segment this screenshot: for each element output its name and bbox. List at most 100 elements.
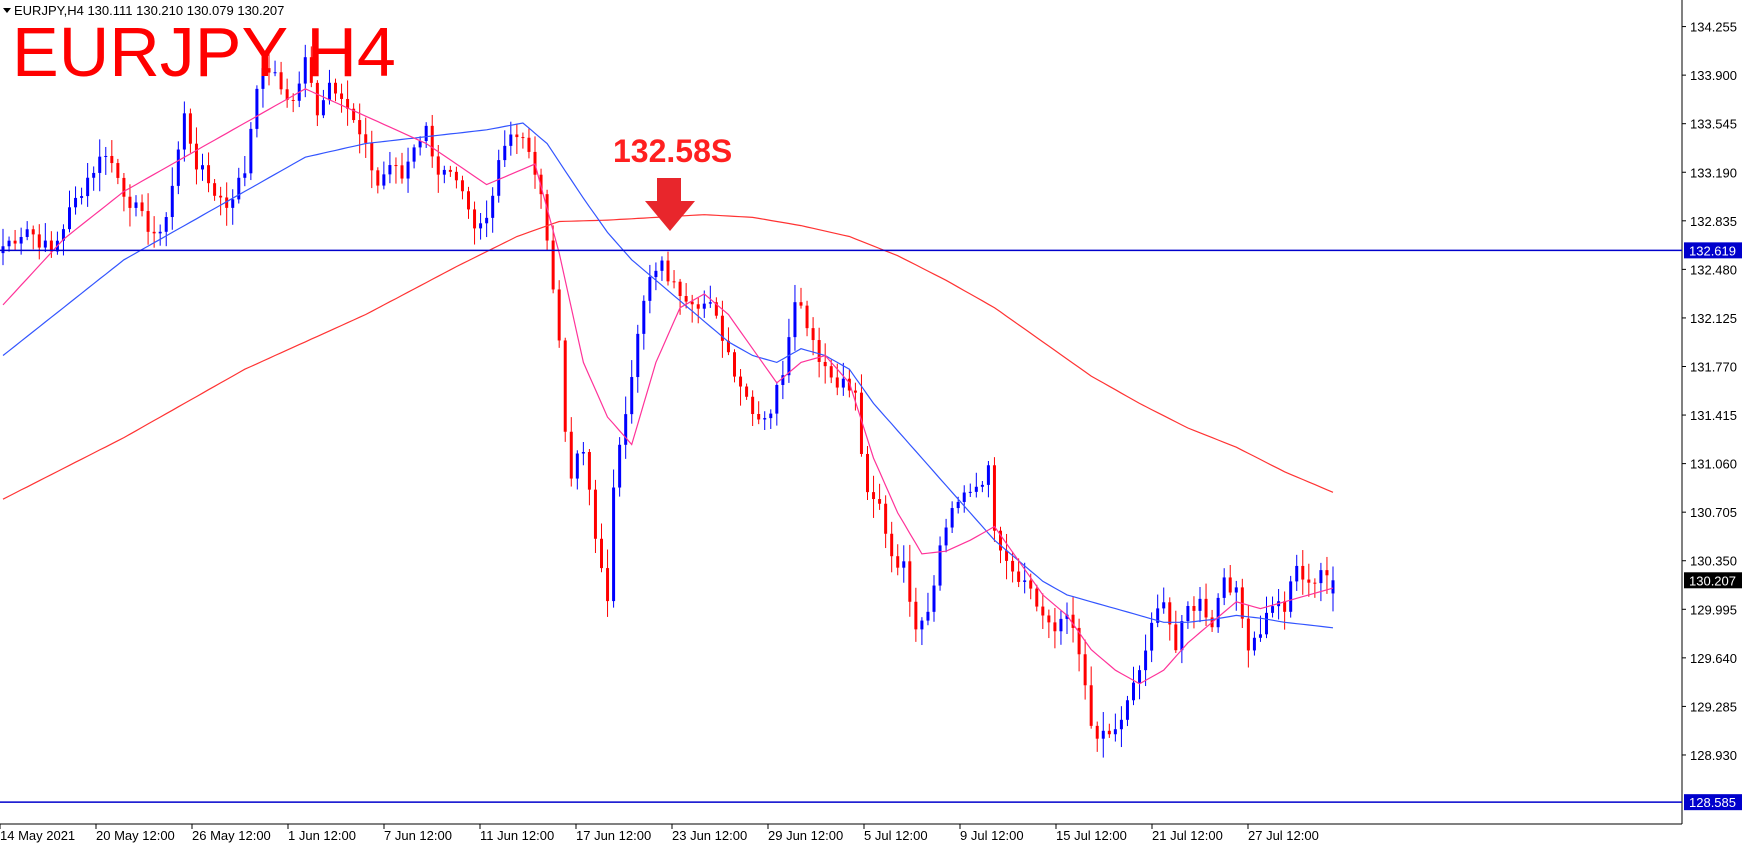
candle xyxy=(533,136,537,189)
candle xyxy=(636,324,640,393)
candle xyxy=(291,93,295,113)
candle xyxy=(460,175,464,200)
x-tick-label: 20 May 12:00 xyxy=(96,828,175,843)
candle xyxy=(1180,614,1184,664)
candle xyxy=(479,213,483,240)
candle xyxy=(1089,666,1093,729)
candle xyxy=(412,144,416,169)
candle xyxy=(1222,568,1226,606)
candle xyxy=(1319,562,1323,602)
candle xyxy=(454,166,458,189)
x-tick-label: 26 May 12:00 xyxy=(192,828,271,843)
candle xyxy=(612,469,616,608)
candle xyxy=(817,327,821,378)
candle xyxy=(1011,551,1015,583)
candle xyxy=(388,151,392,184)
collapse-triangle-icon[interactable] xyxy=(3,8,11,13)
horizontal-levels: 132.619 128.585 xyxy=(0,242,1742,811)
candle xyxy=(1325,556,1329,594)
candle xyxy=(575,450,579,490)
candle xyxy=(1059,610,1063,645)
candle xyxy=(13,229,17,251)
candle xyxy=(660,256,664,281)
candle xyxy=(1271,596,1275,618)
candle xyxy=(878,483,882,510)
candle xyxy=(920,617,924,646)
level-tag xyxy=(1684,242,1742,259)
candle xyxy=(1174,610,1178,653)
candle xyxy=(872,475,876,518)
candle xyxy=(733,349,736,383)
candle xyxy=(690,294,694,323)
candle xyxy=(666,251,670,286)
candle xyxy=(321,89,325,119)
candle xyxy=(1071,597,1075,643)
candle xyxy=(866,446,869,501)
candle xyxy=(80,187,84,205)
candles-layer xyxy=(1,44,1335,758)
candle xyxy=(503,130,507,168)
y-tick-label: 129.285 xyxy=(1690,699,1737,714)
candle xyxy=(394,157,398,184)
candle xyxy=(714,297,718,319)
candle xyxy=(569,417,573,487)
candle xyxy=(509,121,513,156)
candle xyxy=(201,153,204,181)
candle xyxy=(618,437,622,497)
candle xyxy=(521,132,525,149)
current-price-tag: 130.207 xyxy=(1684,572,1742,589)
candle xyxy=(188,108,192,153)
candle xyxy=(400,152,404,184)
candle xyxy=(1234,580,1238,611)
candle xyxy=(7,236,11,252)
candle xyxy=(1125,695,1129,727)
candle xyxy=(37,224,41,260)
candle xyxy=(1017,558,1021,588)
candle xyxy=(315,80,319,127)
candle xyxy=(720,300,724,358)
candle xyxy=(1252,631,1256,656)
candle xyxy=(104,146,108,175)
candle xyxy=(1216,593,1220,633)
sell-annotation: 132.58S xyxy=(613,133,732,231)
candle xyxy=(962,485,966,513)
candle xyxy=(98,139,102,192)
candle xyxy=(751,390,755,427)
candle xyxy=(74,186,78,215)
candle xyxy=(164,212,168,247)
candle xyxy=(231,189,235,225)
candle xyxy=(249,122,253,181)
candle xyxy=(908,544,912,617)
candle xyxy=(255,85,259,138)
candle xyxy=(406,147,410,193)
candle xyxy=(1246,605,1250,668)
y-tick-label: 133.190 xyxy=(1690,165,1737,180)
candle xyxy=(1035,584,1039,612)
candle xyxy=(708,285,712,308)
x-tick-label: 29 Jun 12:00 xyxy=(768,828,843,843)
candle xyxy=(134,195,138,217)
candle xyxy=(285,78,289,108)
candle xyxy=(775,381,779,426)
candle xyxy=(327,69,331,105)
candle xyxy=(974,472,978,498)
candle xyxy=(1119,706,1123,748)
ma-fast-line xyxy=(2,88,1334,685)
candle xyxy=(884,495,888,549)
candle xyxy=(213,179,217,201)
candle xyxy=(811,317,815,356)
candle xyxy=(938,536,942,591)
candle xyxy=(739,369,743,406)
y-tick-label: 130.705 xyxy=(1690,505,1737,520)
candle xyxy=(448,165,452,177)
candle xyxy=(642,295,646,350)
x-tick-label: 27 Jul 12:00 xyxy=(1248,828,1319,843)
candle xyxy=(1041,593,1045,629)
symbol-info: EURJPY,H4 130.111 130.210 130.079 130.20… xyxy=(3,3,284,18)
level-tag xyxy=(1684,794,1742,811)
candle xyxy=(841,362,845,396)
candle xyxy=(1198,587,1202,623)
candle xyxy=(1192,596,1196,629)
y-tick-label: 131.415 xyxy=(1690,408,1737,423)
candle xyxy=(122,172,126,212)
